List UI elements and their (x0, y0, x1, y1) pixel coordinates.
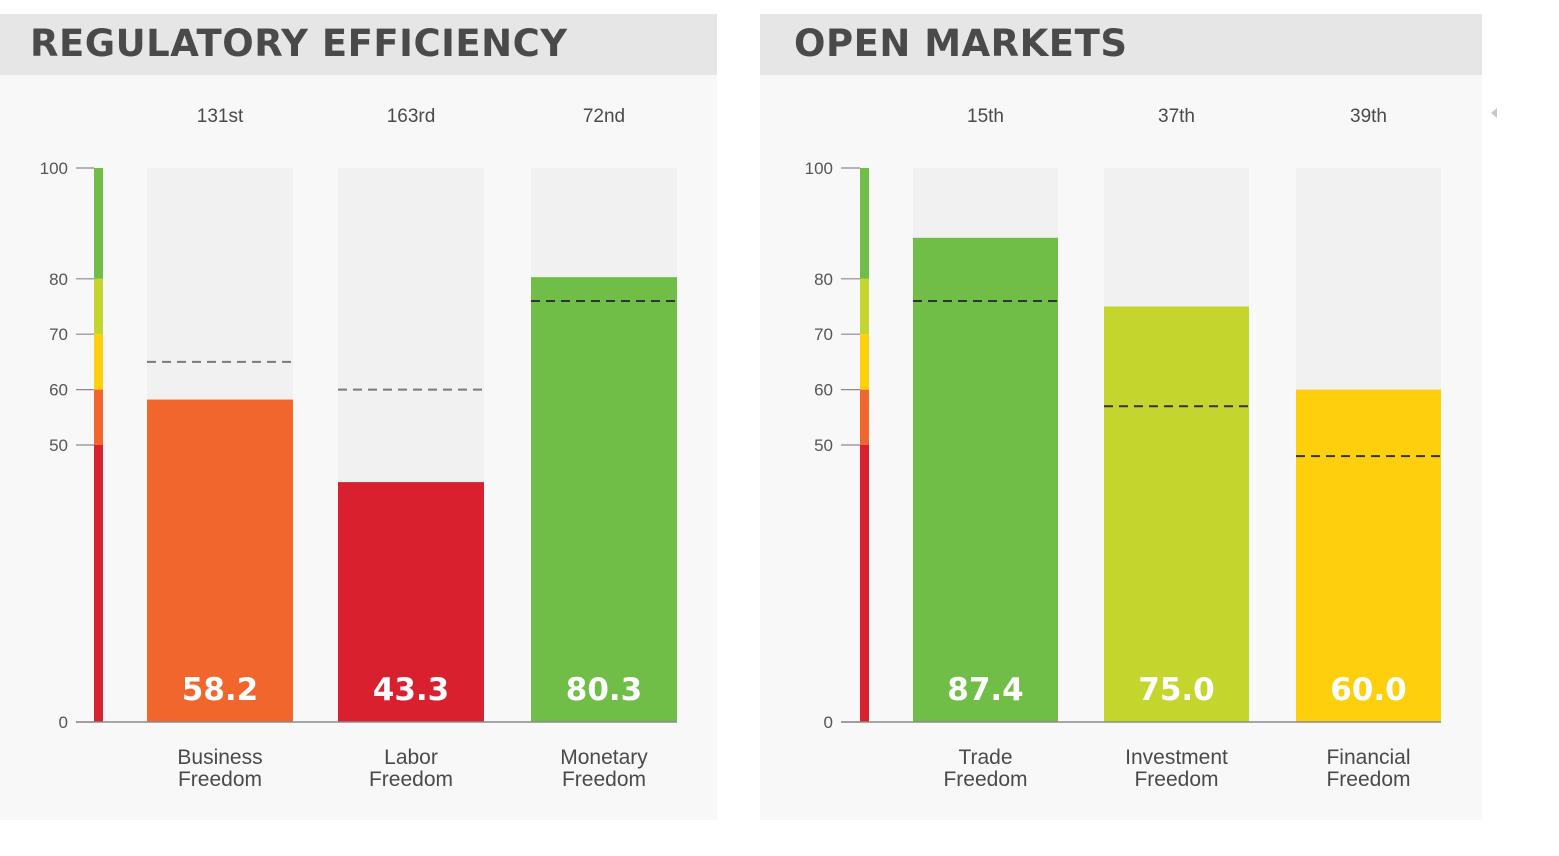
rank-label: 131st (197, 106, 244, 127)
category-label: Trade (958, 746, 1012, 769)
scroll-left-arrow-icon[interactable] (1491, 108, 1497, 118)
y-tick-label: 50 (814, 436, 833, 455)
bar-value-label: 87.4 (947, 672, 1024, 708)
category-label: Business (177, 746, 262, 769)
y-tick-label: 0 (59, 713, 68, 732)
chart-title: OPEN MARKETS (794, 22, 1128, 65)
scale-band (860, 168, 869, 279)
y-tick-label: 80 (814, 270, 833, 289)
bar-value-label: 60.0 (1330, 672, 1407, 708)
rank-label: 72nd (583, 106, 625, 127)
bar-value-label: 75.0 (1138, 672, 1215, 708)
scale-band (94, 334, 103, 390)
category-label: Financial (1326, 746, 1410, 769)
bar (338, 482, 484, 722)
y-tick-label: 80 (49, 270, 68, 289)
scale-band (94, 445, 103, 722)
scale-band (94, 389, 103, 445)
rank-label: 39th (1350, 106, 1387, 127)
regulatory-efficiency-chart: 131st 163rd 72nd 0 50 60 70 80 100 58.2 43.3 80.3 Bu… (40, 106, 677, 791)
y-tick-label: 50 (49, 436, 68, 455)
bar (1104, 306, 1249, 722)
scale-band (860, 334, 869, 390)
bar-value-label: 58.2 (182, 672, 259, 708)
y-tick-label: 0 (824, 713, 833, 732)
category-label: Freedom (1134, 768, 1218, 791)
category-label: Freedom (1326, 768, 1410, 791)
rank-label: 37th (1158, 106, 1195, 127)
category-label: Labor (384, 746, 438, 769)
category-label: Monetary (560, 746, 648, 769)
open-markets-chart: 15th 37th 39th 0 50 60 70 80 100 87.4 75.0 60.0 Trad… (805, 106, 1441, 791)
rank-label: 15th (967, 106, 1004, 127)
y-tick-label: 70 (49, 325, 68, 344)
scale-band (860, 278, 869, 335)
bar-value-label: 80.3 (566, 672, 643, 708)
bar (147, 399, 293, 722)
scale-band (94, 168, 103, 279)
open-markets-panel: OPEN MARKETS 15th 37th 39th 0 50 60 70 80 100 87.… (760, 14, 1482, 820)
y-tick-label: 70 (814, 325, 833, 344)
chart-title: REGULATORY EFFICIENCY (30, 22, 568, 65)
y-tick-label: 60 (49, 381, 68, 400)
bar (1296, 389, 1441, 722)
scale-band (860, 445, 869, 722)
y-tick-label: 100 (805, 159, 833, 178)
rank-label: 163rd (387, 106, 436, 127)
y-tick-label: 60 (814, 381, 833, 400)
panel-header: OPEN MARKETS (760, 14, 1482, 75)
bar-value-label: 43.3 (373, 672, 450, 708)
scale-band (94, 278, 103, 335)
category-label: Investment (1125, 746, 1228, 769)
category-label: Freedom (943, 768, 1027, 791)
category-label: Freedom (562, 768, 646, 791)
scale-band (860, 389, 869, 445)
bar (913, 237, 1058, 722)
y-tick-label: 100 (40, 159, 68, 178)
category-label: Freedom (369, 768, 453, 791)
bar (531, 277, 677, 722)
panel-header: REGULATORY EFFICIENCY (0, 14, 717, 75)
regulatory-efficiency-panel: REGULATORY EFFICIENCY 131st 163rd 72nd 0 50 6… (0, 14, 717, 820)
category-label: Freedom (178, 768, 262, 791)
